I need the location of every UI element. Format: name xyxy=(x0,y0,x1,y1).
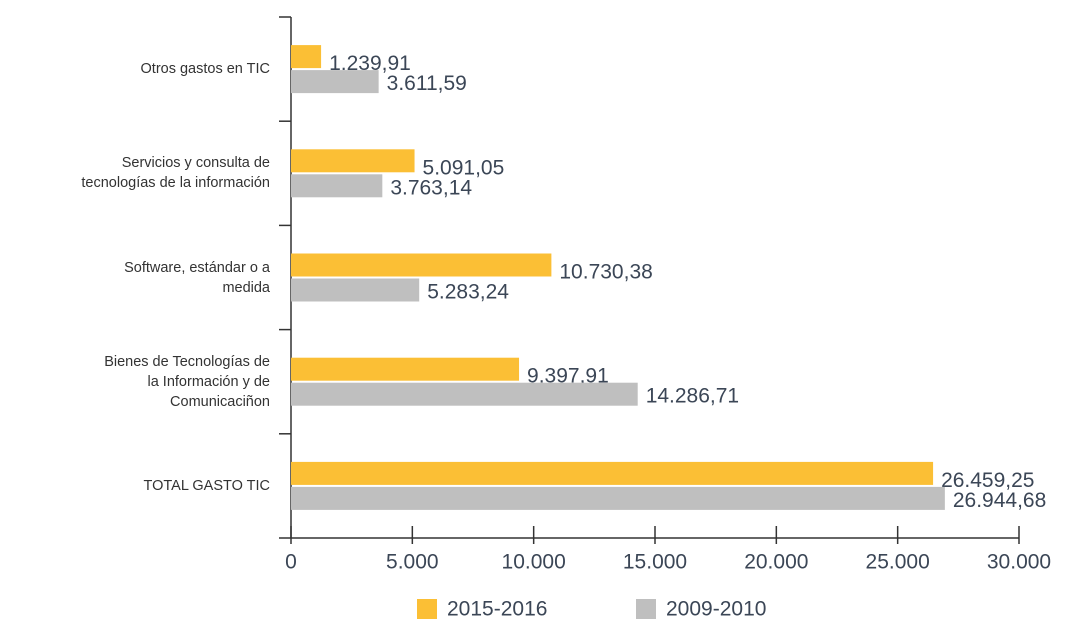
bar xyxy=(291,486,945,510)
value-label: 1.239,91 xyxy=(329,52,411,75)
x-tick-label: 10.000 xyxy=(502,551,566,574)
bar xyxy=(291,461,934,485)
value-label: 5.091,05 xyxy=(423,156,505,179)
bar xyxy=(291,45,322,69)
category-label: Otros gastos en TIC xyxy=(140,61,270,78)
value-label: 14.286,71 xyxy=(646,385,739,408)
bar xyxy=(291,382,638,406)
value-label: 3.763,14 xyxy=(390,176,472,199)
category-label: TOTAL GASTO TIC xyxy=(143,477,271,494)
x-tick-label: 15.000 xyxy=(623,551,687,574)
value-label: 10.730,38 xyxy=(559,261,652,284)
legend-label: 2009-2010 xyxy=(666,598,766,621)
category-label: Bienes de Tecnologías de la Información … xyxy=(104,353,270,410)
x-tick-label: 0 xyxy=(285,551,297,574)
value-label: 26.459,25 xyxy=(941,469,1034,492)
bar xyxy=(291,70,379,94)
bar xyxy=(291,149,415,173)
category-label: Software, estándar o a medida xyxy=(124,259,270,296)
value-label: 9.397,91 xyxy=(527,365,609,388)
value-label: 3.611,59 xyxy=(387,72,467,95)
legend-swatch xyxy=(417,599,437,619)
value-label: 5.283,24 xyxy=(427,281,509,304)
value-label: 26.944,68 xyxy=(953,489,1046,512)
category-label: Servicios y consulta de tecnologías de l… xyxy=(81,155,270,192)
x-tick-label: 25.000 xyxy=(866,551,930,574)
x-tick-label: 5.000 xyxy=(386,551,439,574)
x-tick-label: 20.000 xyxy=(744,551,808,574)
bar xyxy=(291,253,552,277)
x-tick-label: 30.000 xyxy=(987,551,1051,574)
legend-label: 2015-2016 xyxy=(447,598,547,621)
bar xyxy=(291,278,420,302)
legend-swatch xyxy=(636,599,656,619)
bar xyxy=(291,174,383,198)
bar xyxy=(291,357,520,381)
